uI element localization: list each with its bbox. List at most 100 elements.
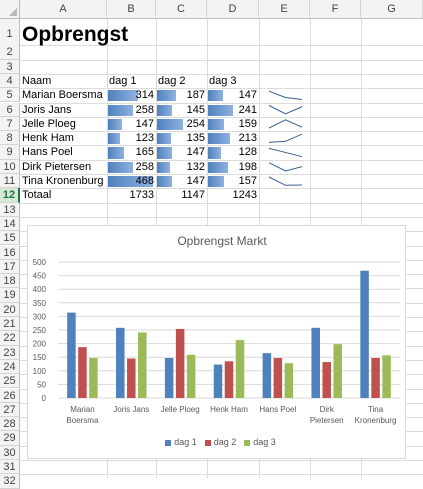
y-tick-label: 50: [37, 380, 46, 389]
row-header-6[interactable]: 6: [0, 102, 20, 117]
column-header-c[interactable]: C: [156, 0, 207, 19]
row-header-10[interactable]: 10: [0, 159, 20, 174]
value-cell[interactable]: 147: [186, 175, 205, 187]
gridline: [20, 73, 423, 75]
row-header-27[interactable]: 27: [0, 402, 20, 418]
value-cell[interactable]: 132: [186, 160, 205, 173]
category-label: Jelle Ploeg: [161, 405, 200, 414]
column-header-e[interactable]: E: [259, 0, 310, 19]
row-header-29[interactable]: 29: [0, 431, 20, 446]
name-cell[interactable]: Marian Boersma: [22, 89, 103, 102]
value-cell[interactable]: 187: [186, 89, 205, 102]
data-bar: [208, 176, 225, 188]
value-cell[interactable]: 165: [135, 146, 154, 159]
value-cell[interactable]: 135: [186, 132, 205, 145]
row-header-17[interactable]: 17: [0, 259, 20, 275]
row-header-14[interactable]: 14: [0, 216, 20, 232]
value-cell[interactable]: 157: [238, 175, 257, 187]
row-header-15[interactable]: 15: [0, 231, 20, 246]
value-cell[interactable]: 254: [186, 117, 205, 130]
y-tick-label: 300: [33, 312, 47, 321]
value-cell[interactable]: 258: [135, 103, 154, 116]
data-bar: [208, 90, 224, 102]
value-cell[interactable]: 241: [238, 103, 257, 116]
row-header-25[interactable]: 25: [0, 374, 20, 389]
column-header-b[interactable]: B: [107, 0, 156, 19]
bar-dag2-0: [78, 347, 87, 398]
row-header-11[interactable]: 11: [0, 174, 20, 189]
column-header-a[interactable]: A: [20, 0, 107, 19]
chart-opbrengst-markt[interactable]: Opbrengst Markt 0 50 100 150 200 250 300 350 400 4…: [27, 225, 406, 459]
row-header-22[interactable]: 22: [0, 331, 20, 346]
row-header-12[interactable]: 12: [0, 188, 20, 203]
gridline: [20, 102, 423, 104]
row-header-23[interactable]: 23: [0, 345, 20, 360]
value-cell[interactable]: 159: [238, 117, 257, 130]
name-cell[interactable]: Dirk Pietersen: [22, 160, 92, 173]
row-header-8[interactable]: 8: [0, 131, 20, 146]
bar-dag3-4: [284, 363, 294, 398]
row-header-9[interactable]: 9: [0, 145, 20, 160]
total-label[interactable]: Totaal: [22, 189, 52, 202]
row-header-16[interactable]: 16: [0, 245, 20, 260]
chart-title: Opbrengst Markt: [177, 234, 267, 248]
data-bar: [157, 133, 171, 145]
name-cell[interactable]: Jelle Ploeg: [22, 117, 76, 130]
value-cell[interactable]: 258: [135, 160, 154, 173]
column-header-f[interactable]: F: [310, 0, 361, 19]
total-cell[interactable]: 1733: [129, 189, 154, 202]
select-all-corner[interactable]: [0, 0, 20, 19]
value-cell[interactable]: 198: [238, 160, 257, 173]
name-cell[interactable]: Hans Poel: [22, 146, 73, 159]
column-header-d[interactable]: D: [207, 0, 259, 19]
value-cell[interactable]: 145: [186, 103, 205, 116]
row-header-30[interactable]: 30: [0, 445, 20, 460]
column-header-g[interactable]: G: [361, 0, 423, 19]
value-cell[interactable]: 147: [186, 146, 205, 159]
row-header-20[interactable]: 20: [0, 302, 20, 317]
data-bar: [208, 133, 230, 145]
category-label: Joris Jans: [113, 405, 149, 414]
header-cell[interactable]: dag 1: [109, 74, 137, 87]
name-cell[interactable]: Tina Kronenburg: [22, 175, 104, 187]
chart-legend: dag 1 dag 2 dag 3: [28, 437, 405, 447]
name-cell[interactable]: Henk Ham: [22, 132, 74, 145]
name-cell[interactable]: Joris Jans: [22, 103, 72, 116]
row-header-21[interactable]: 21: [0, 317, 20, 332]
row-header-24[interactable]: 24: [0, 359, 20, 375]
value-cell[interactable]: 147: [238, 89, 257, 102]
sheet-title[interactable]: Opbrengst: [22, 23, 129, 46]
row-header-18[interactable]: 18: [0, 274, 20, 289]
y-tick-label: 500: [33, 258, 47, 267]
row-header-26[interactable]: 26: [0, 388, 20, 403]
value-cell[interactable]: 128: [238, 146, 257, 159]
row-header-31[interactable]: 31: [0, 460, 20, 475]
gridline: [20, 216, 423, 218]
value-cell[interactable]: 314: [135, 89, 154, 102]
row-header-7[interactable]: 7: [0, 116, 20, 132]
gridline: [20, 88, 423, 90]
y-tick-label: 100: [33, 367, 47, 376]
value-cell[interactable]: 213: [238, 132, 257, 145]
value-cell[interactable]: 147: [135, 117, 154, 130]
bar-dag3-0: [89, 358, 98, 398]
row-header-28[interactable]: 28: [0, 417, 20, 432]
total-cell[interactable]: 1147: [181, 189, 205, 202]
header-cell[interactable]: dag 3: [209, 74, 237, 87]
value-cell[interactable]: 468: [135, 175, 154, 187]
row-header-3[interactable]: 3: [0, 59, 20, 74]
row-header-32[interactable]: 32: [0, 474, 20, 489]
value-cell[interactable]: 123: [135, 132, 154, 145]
legend-swatch: [244, 439, 251, 446]
row-header-19[interactable]: 19: [0, 288, 20, 303]
y-tick-label: 450: [33, 272, 47, 281]
total-cell[interactable]: 1243: [232, 189, 257, 202]
row-header-13[interactable]: 13: [0, 202, 20, 217]
legend-label: dag 1: [174, 437, 197, 447]
row-header-5[interactable]: 5: [0, 88, 20, 103]
row-header-4[interactable]: 4: [0, 73, 20, 89]
header-cell[interactable]: Naam: [22, 74, 52, 87]
row-header-2[interactable]: 2: [0, 45, 20, 60]
header-cell[interactable]: dag 2: [158, 74, 186, 87]
